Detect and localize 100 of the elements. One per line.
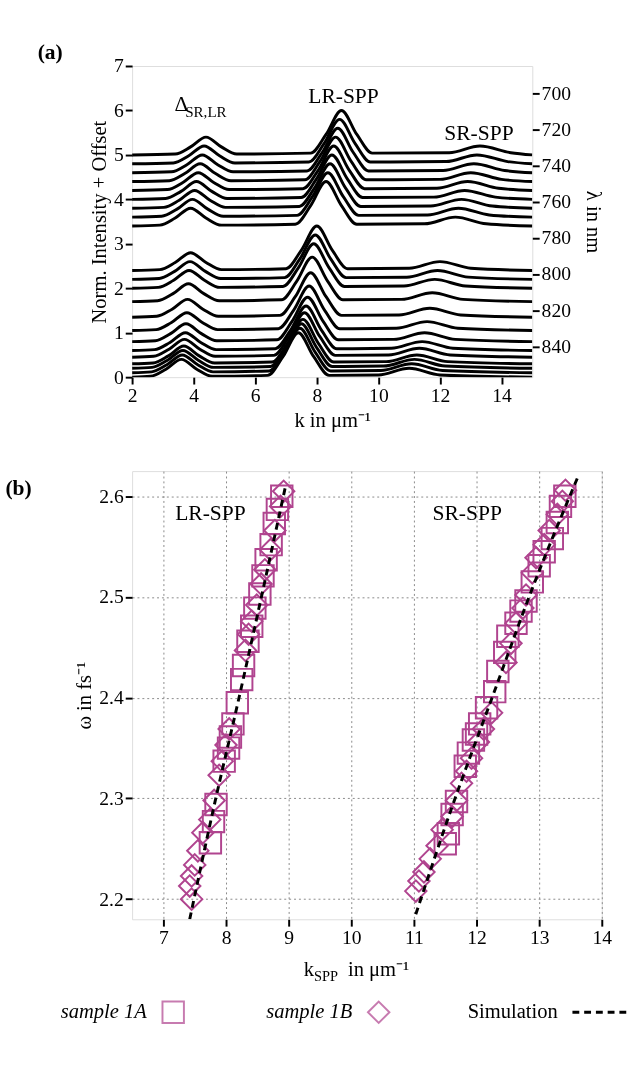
point: [474, 696, 499, 720]
legend-label: Simulation: [467, 1000, 558, 1023]
point: [221, 712, 245, 736]
point: [454, 759, 479, 783]
y-tick-label: 2.2: [99, 888, 124, 910]
y-axis-title: ω in fs⁻¹: [73, 661, 96, 730]
y2-tick-label: 740: [541, 154, 572, 176]
text: (a): [37, 40, 63, 65]
x-tick-label: 8: [312, 385, 323, 407]
x-tick-label: 6: [250, 385, 261, 407]
y-tick-label: 3: [114, 233, 124, 255]
annotation: LR-SPP: [308, 84, 379, 109]
line-series: [132, 271, 533, 319]
point: [425, 834, 449, 858]
point: [496, 624, 520, 648]
point: [436, 821, 461, 846]
y2-axis-title: λ in nm: [582, 190, 605, 254]
x-tick-label: 8: [221, 927, 232, 949]
point: [233, 638, 258, 663]
point: [483, 679, 507, 704]
point: [524, 546, 548, 570]
point: [407, 869, 431, 893]
y-tick-label: 1: [114, 322, 124, 344]
point: [191, 820, 215, 845]
point: [263, 518, 287, 543]
point: [449, 771, 474, 796]
point: [230, 667, 254, 692]
point: [412, 860, 436, 884]
point: [248, 582, 272, 606]
y2-tick-label: 780: [541, 227, 572, 249]
point: [179, 864, 204, 888]
point: [527, 554, 551, 578]
point: [537, 518, 561, 543]
point: [499, 631, 523, 656]
point: [254, 548, 278, 572]
point: [253, 558, 277, 582]
y2-tick-label: 700: [541, 82, 572, 104]
x-tick-label: 11: [404, 927, 424, 949]
y-tick-label: 2.5: [99, 586, 124, 608]
y-tick-label: 2.4: [99, 687, 124, 709]
point: [231, 653, 256, 678]
y2-tick-label: 840: [541, 335, 572, 357]
x-tick-label: 13: [529, 927, 550, 949]
y-axis-title: Norm. Intensity + Offset: [88, 120, 112, 324]
point: [240, 614, 264, 638]
point: [479, 701, 504, 725]
point: [217, 717, 241, 741]
point: [553, 478, 578, 502]
x-tick-label: 14: [492, 385, 513, 407]
point: [553, 484, 577, 508]
point: [456, 741, 481, 765]
point: [418, 847, 442, 871]
y-tick-label: 2.3: [99, 787, 124, 809]
x-tick-label: 9: [284, 927, 295, 949]
x-tick-label: 12: [467, 927, 487, 949]
point: [178, 874, 202, 898]
point: [461, 728, 486, 752]
annotation: SR-SPP: [444, 121, 514, 146]
point: [494, 650, 518, 675]
point: [514, 589, 538, 613]
point: [467, 712, 492, 736]
point: [545, 510, 570, 535]
y2-tick-label: 820: [541, 299, 572, 321]
point: [207, 763, 231, 787]
point: [179, 887, 204, 911]
point: [520, 570, 544, 594]
point: [262, 511, 286, 536]
point: [540, 526, 565, 551]
x-tick-label: 14: [592, 927, 613, 949]
x-tick-label: 10: [342, 927, 362, 949]
point: [453, 754, 477, 778]
y-tick-label: 7: [114, 55, 124, 77]
x-tick-label: 10: [369, 385, 389, 407]
point: [270, 484, 294, 508]
point: [249, 572, 273, 596]
point: [404, 879, 428, 903]
y2-tick-label: 760: [541, 191, 572, 213]
point: [258, 537, 283, 562]
y-tick-label: 6: [114, 99, 124, 121]
point: [259, 532, 283, 557]
point: [198, 831, 223, 855]
y-tick-label: 0: [114, 366, 124, 388]
point: [532, 539, 556, 564]
point: [236, 629, 260, 654]
y-tick-label: 2: [114, 277, 124, 299]
x-tick-label: 12: [430, 385, 451, 407]
point: [225, 691, 250, 715]
y-tick-label: 2.6: [99, 485, 124, 507]
point: [183, 853, 207, 877]
y2-tick-label: 720: [541, 118, 572, 140]
point: [433, 832, 457, 856]
point: [493, 640, 517, 665]
x-tick-label: 4: [189, 385, 200, 407]
y-tick-label: 5: [114, 144, 124, 166]
legend-label: sample 1A: [60, 1000, 148, 1024]
y2-tick-label: 800: [541, 263, 572, 285]
annotation: LR-SPP: [175, 501, 246, 526]
point: [186, 839, 210, 863]
text: (b): [5, 475, 32, 500]
x-axis-title: k in μm⁻¹: [294, 408, 372, 432]
